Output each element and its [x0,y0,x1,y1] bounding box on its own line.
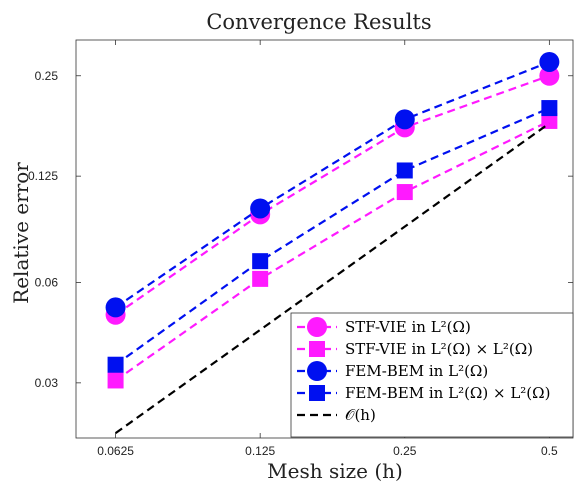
legend-entry-label: STF-VIE in L²(Ω) × L²(Ω) [345,340,533,358]
data-point [539,51,560,72]
data-point [539,65,560,86]
data-point [541,112,558,129]
x-tick-label: 0.25 [393,444,417,458]
data-point [541,100,558,117]
series-line [114,119,550,382]
data-point [107,372,124,389]
y-tick-label: 0.25 [35,69,59,83]
x-tick-label: 0.125 [245,444,275,458]
legend-marker [307,361,327,381]
plot-frame [75,39,574,439]
data-point [250,198,271,219]
legend-marker [309,385,325,401]
data-point [394,109,415,130]
y-axis-label: Relative error [9,162,33,304]
series-line [114,74,550,316]
data-point [396,184,413,201]
y-tick-label: 0.06 [35,275,59,289]
series-line [114,60,550,309]
data-point [252,253,269,270]
legend-marker [309,341,325,357]
legend-box [290,312,574,438]
legend-entry-label: FEM-BEM in L²(Ω) [345,362,488,380]
series-layer [105,51,560,435]
data-point [396,162,413,179]
axes: 0.0625 0.125 0.25 0.5 0.03 0.06 0.125 0.25 [28,39,574,458]
y-tick-label: 0.03 [35,376,59,390]
legend-entry-label: 𝒪(h) [345,406,376,424]
series-line [114,122,550,435]
data-point [105,297,126,318]
legend: STF-VIE in L²(Ω) STF-VIE in L²(Ω) × L²(Ω)… [290,312,574,438]
legend-marker [307,317,327,337]
data-point [252,270,269,287]
y-tick-label: 0.125 [28,169,58,183]
x-tick-label: 0.5 [541,444,558,458]
legend-entry-label: FEM-BEM in L²(Ω) × L²(Ω) [345,384,550,402]
chart-title: Convergence Results [206,10,431,34]
data-point [107,356,124,373]
plot-area: 0.0625 0.125 0.25 0.5 0.03 0.06 0.125 0.25 [28,39,574,458]
x-axis-label: Mesh size (h) [267,459,403,483]
series-line [114,107,550,366]
x-tick-label: 0.0625 [97,444,134,458]
legend-entry-label: STF-VIE in L²(Ω) [345,318,471,336]
